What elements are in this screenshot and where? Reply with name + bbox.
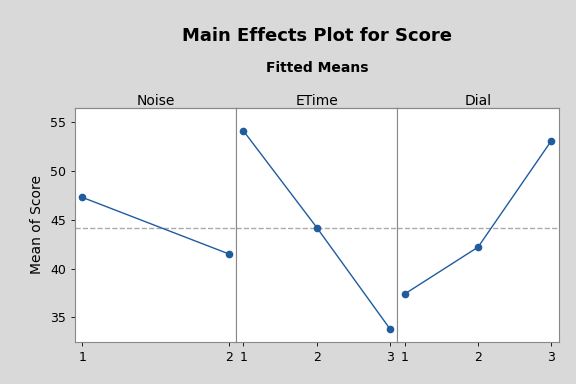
Text: Dial: Dial: [464, 94, 492, 108]
Text: Noise: Noise: [137, 94, 175, 108]
Text: Fitted Means: Fitted Means: [266, 61, 368, 75]
Text: ETime: ETime: [295, 94, 338, 108]
Text: Main Effects Plot for Score: Main Effects Plot for Score: [182, 27, 452, 45]
Y-axis label: Mean of Score: Mean of Score: [31, 175, 44, 274]
